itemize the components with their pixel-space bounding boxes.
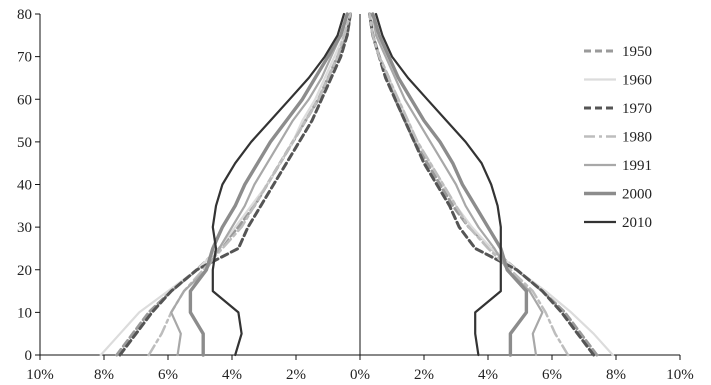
y-tick-label: 30	[17, 220, 32, 236]
legend-label-1970: 1970	[622, 101, 652, 117]
series-line-2010-right	[374, 12, 502, 357]
legend-label-2010: 2010	[622, 215, 652, 231]
series-line-1970-left	[118, 12, 352, 357]
legend-label-1991: 1991	[622, 158, 652, 174]
x-tick-label: 10%	[26, 367, 54, 383]
legend-label-1980: 1980	[622, 130, 652, 146]
y-tick-label: 80	[17, 7, 32, 23]
series-line-2000-right	[371, 12, 529, 357]
x-tick-label: 0%	[350, 367, 370, 383]
series-line-1991-left	[170, 12, 349, 357]
series-line-1991-right	[371, 12, 544, 357]
y-tick-label: 40	[17, 178, 32, 194]
x-tick-label: 10%	[666, 367, 694, 383]
x-tick-label: 6%	[158, 367, 178, 383]
legend: 1950 1960 1970 1980 1991 2000 2010	[584, 44, 652, 231]
x-tick-label: 4%	[478, 367, 498, 383]
series-line-1980-left	[147, 12, 352, 357]
series-line-1970-right	[368, 12, 596, 357]
series-line-1950-right	[368, 12, 599, 357]
y-tick-label: 50	[17, 135, 32, 151]
y-tick-label: 20	[17, 263, 32, 279]
x-tick-label: 8%	[94, 367, 114, 383]
legend-label-1960: 1960	[622, 73, 652, 89]
x-tick-label: 6%	[542, 367, 562, 383]
legend-label-1950: 1950	[622, 44, 652, 60]
y-tick-label: 0	[25, 348, 33, 364]
x-tick-label: 2%	[286, 367, 306, 383]
y-tick-label: 10	[17, 305, 32, 321]
series-line-1960-left	[99, 12, 352, 357]
x-tick-label: 4%	[222, 367, 242, 383]
series-line-2010-left	[211, 12, 346, 357]
axes: 10% 8% 6% 4% 2% 0% 2% 4% 6% 8% 10% 0 10 20 30 40 50 60 70 8…	[17, 7, 694, 383]
series-line-2000-left	[188, 12, 349, 357]
y-tick-label: 60	[17, 92, 32, 108]
series-layer	[99, 12, 614, 357]
series-line-1980-right	[368, 12, 570, 357]
legend-label-2000: 2000	[622, 187, 652, 203]
x-tick-label: 2%	[414, 367, 434, 383]
y-tick-label: 70	[17, 50, 32, 66]
x-tick-label: 8%	[606, 367, 626, 383]
